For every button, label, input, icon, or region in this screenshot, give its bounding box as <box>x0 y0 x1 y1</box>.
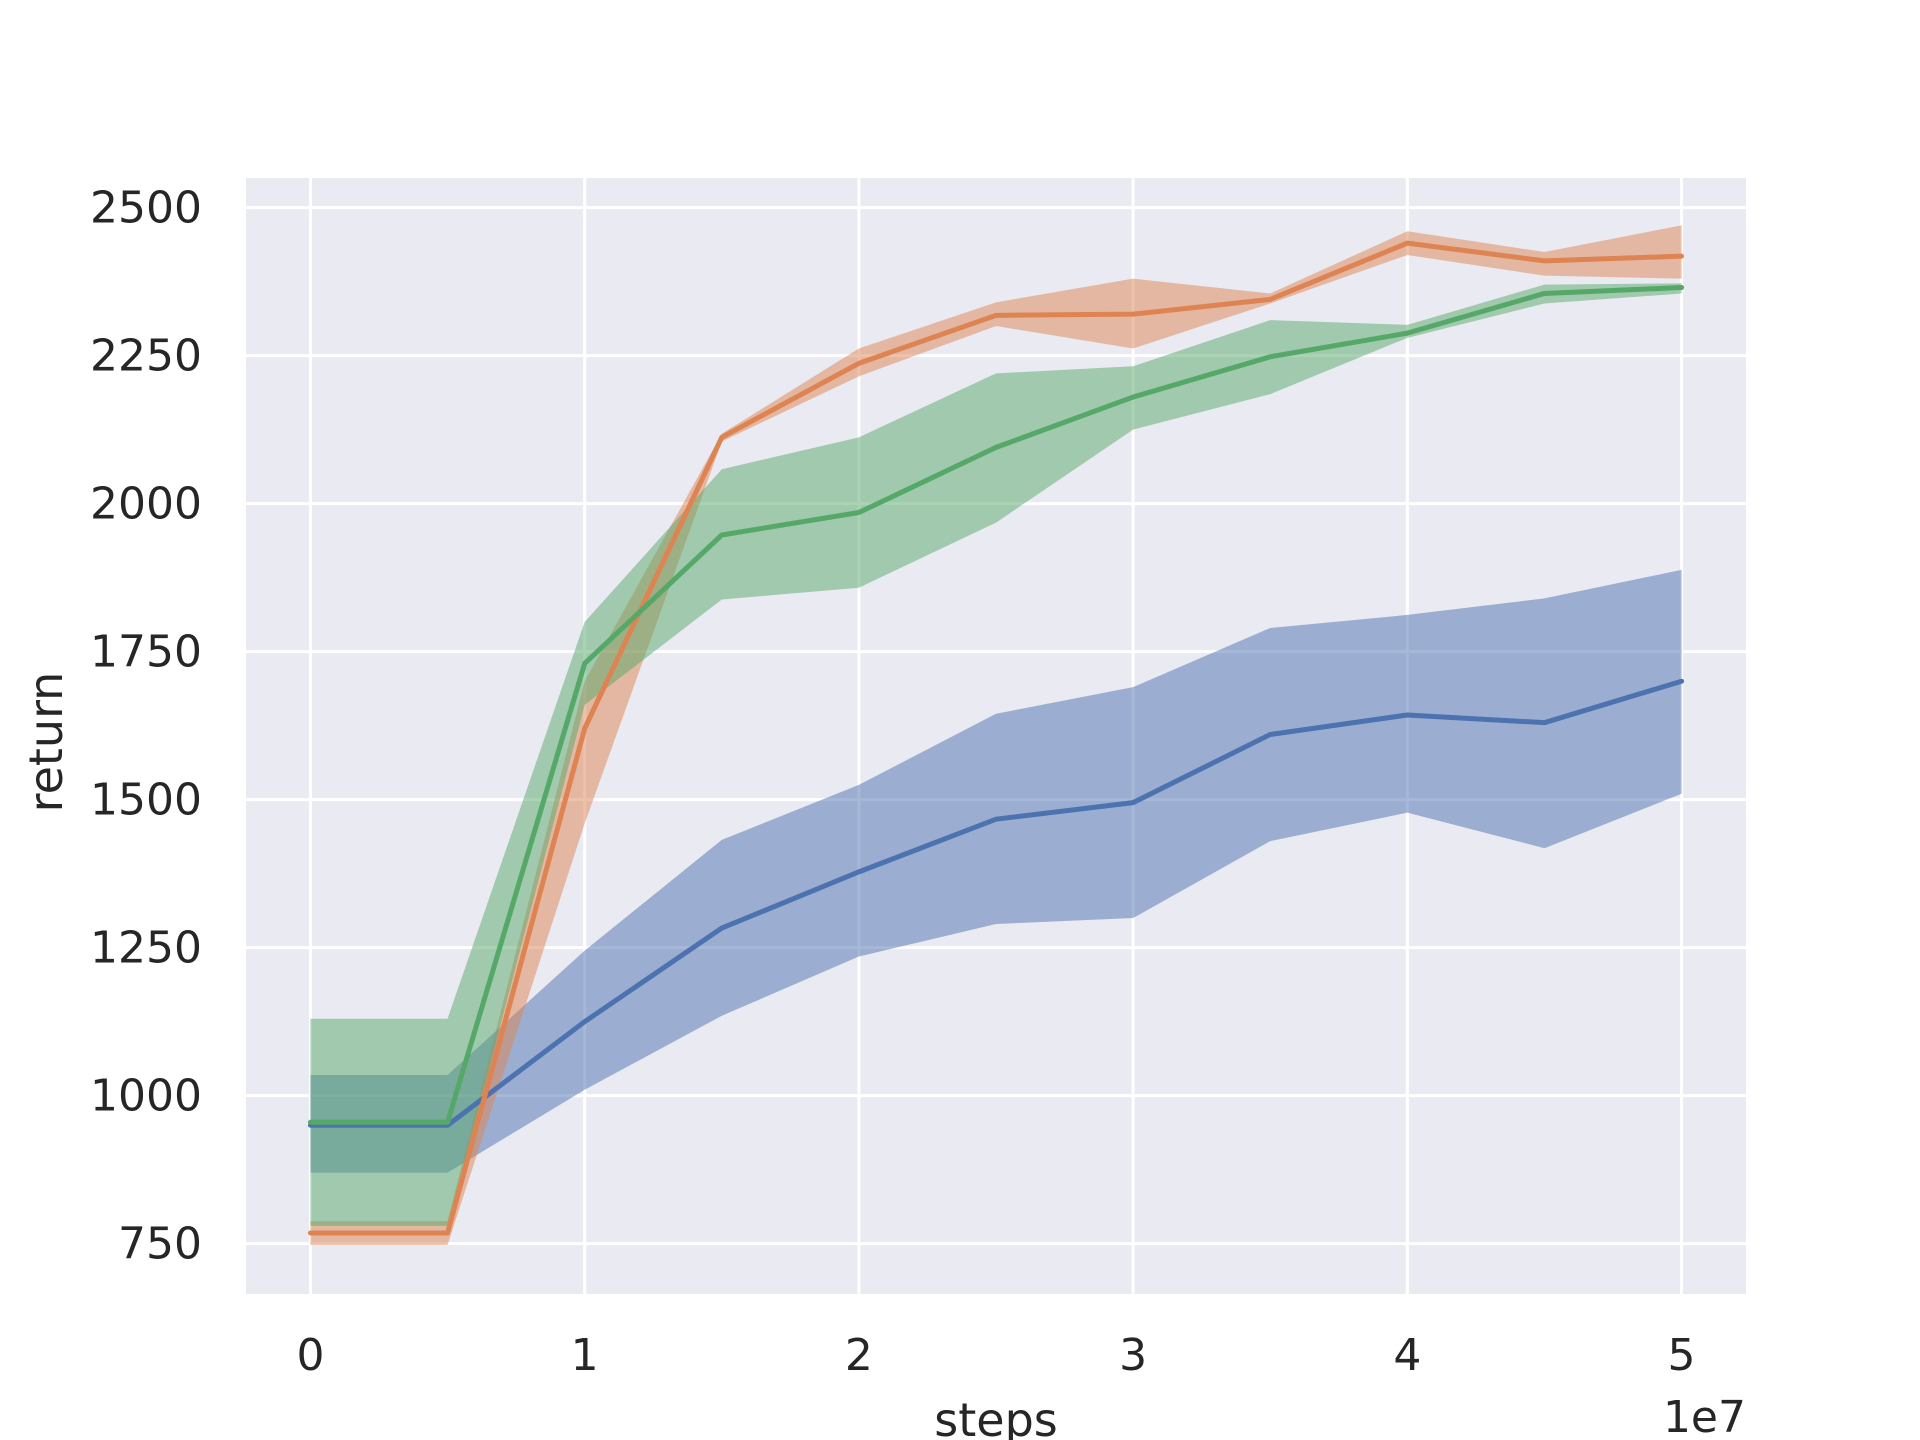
series-line-1 <box>307 678 1685 1128</box>
y-tick-label: 1500 <box>90 775 202 826</box>
y-axis-label: return <box>19 672 73 813</box>
confidence-band-3 <box>310 283 1682 1226</box>
y-tick-label: 2500 <box>90 183 202 234</box>
series-lines <box>307 240 1685 1236</box>
confidence-band-1 <box>310 569 1682 1173</box>
y-tick-label: 750 <box>118 1219 202 1270</box>
series-line-3 <box>307 285 1685 1125</box>
x-tick-labels: 0 1 2 3 4 5 <box>296 1330 1695 1381</box>
y-tick-label: 2250 <box>90 331 202 382</box>
y-tick-labels: 750 1000 1250 1500 1750 2000 2250 2500 <box>90 183 202 1270</box>
x-tick-label: 5 <box>1668 1330 1696 1381</box>
x-tick-label: 1 <box>571 1330 599 1381</box>
y-tick-label: 1250 <box>90 923 202 974</box>
y-tick-label: 2000 <box>90 479 202 530</box>
series-line-2 <box>307 240 1685 1236</box>
y-tick-label: 1000 <box>90 1071 202 1122</box>
x-offset-label: 1e7 <box>1663 1392 1746 1440</box>
x-axis-label: steps <box>934 1393 1057 1440</box>
y-tick-label: 1750 <box>90 627 202 678</box>
x-tick-label: 4 <box>1393 1330 1421 1381</box>
x-tick-label: 0 <box>296 1330 324 1381</box>
x-tick-label: 2 <box>845 1330 873 1381</box>
x-tick-label: 3 <box>1119 1330 1147 1381</box>
